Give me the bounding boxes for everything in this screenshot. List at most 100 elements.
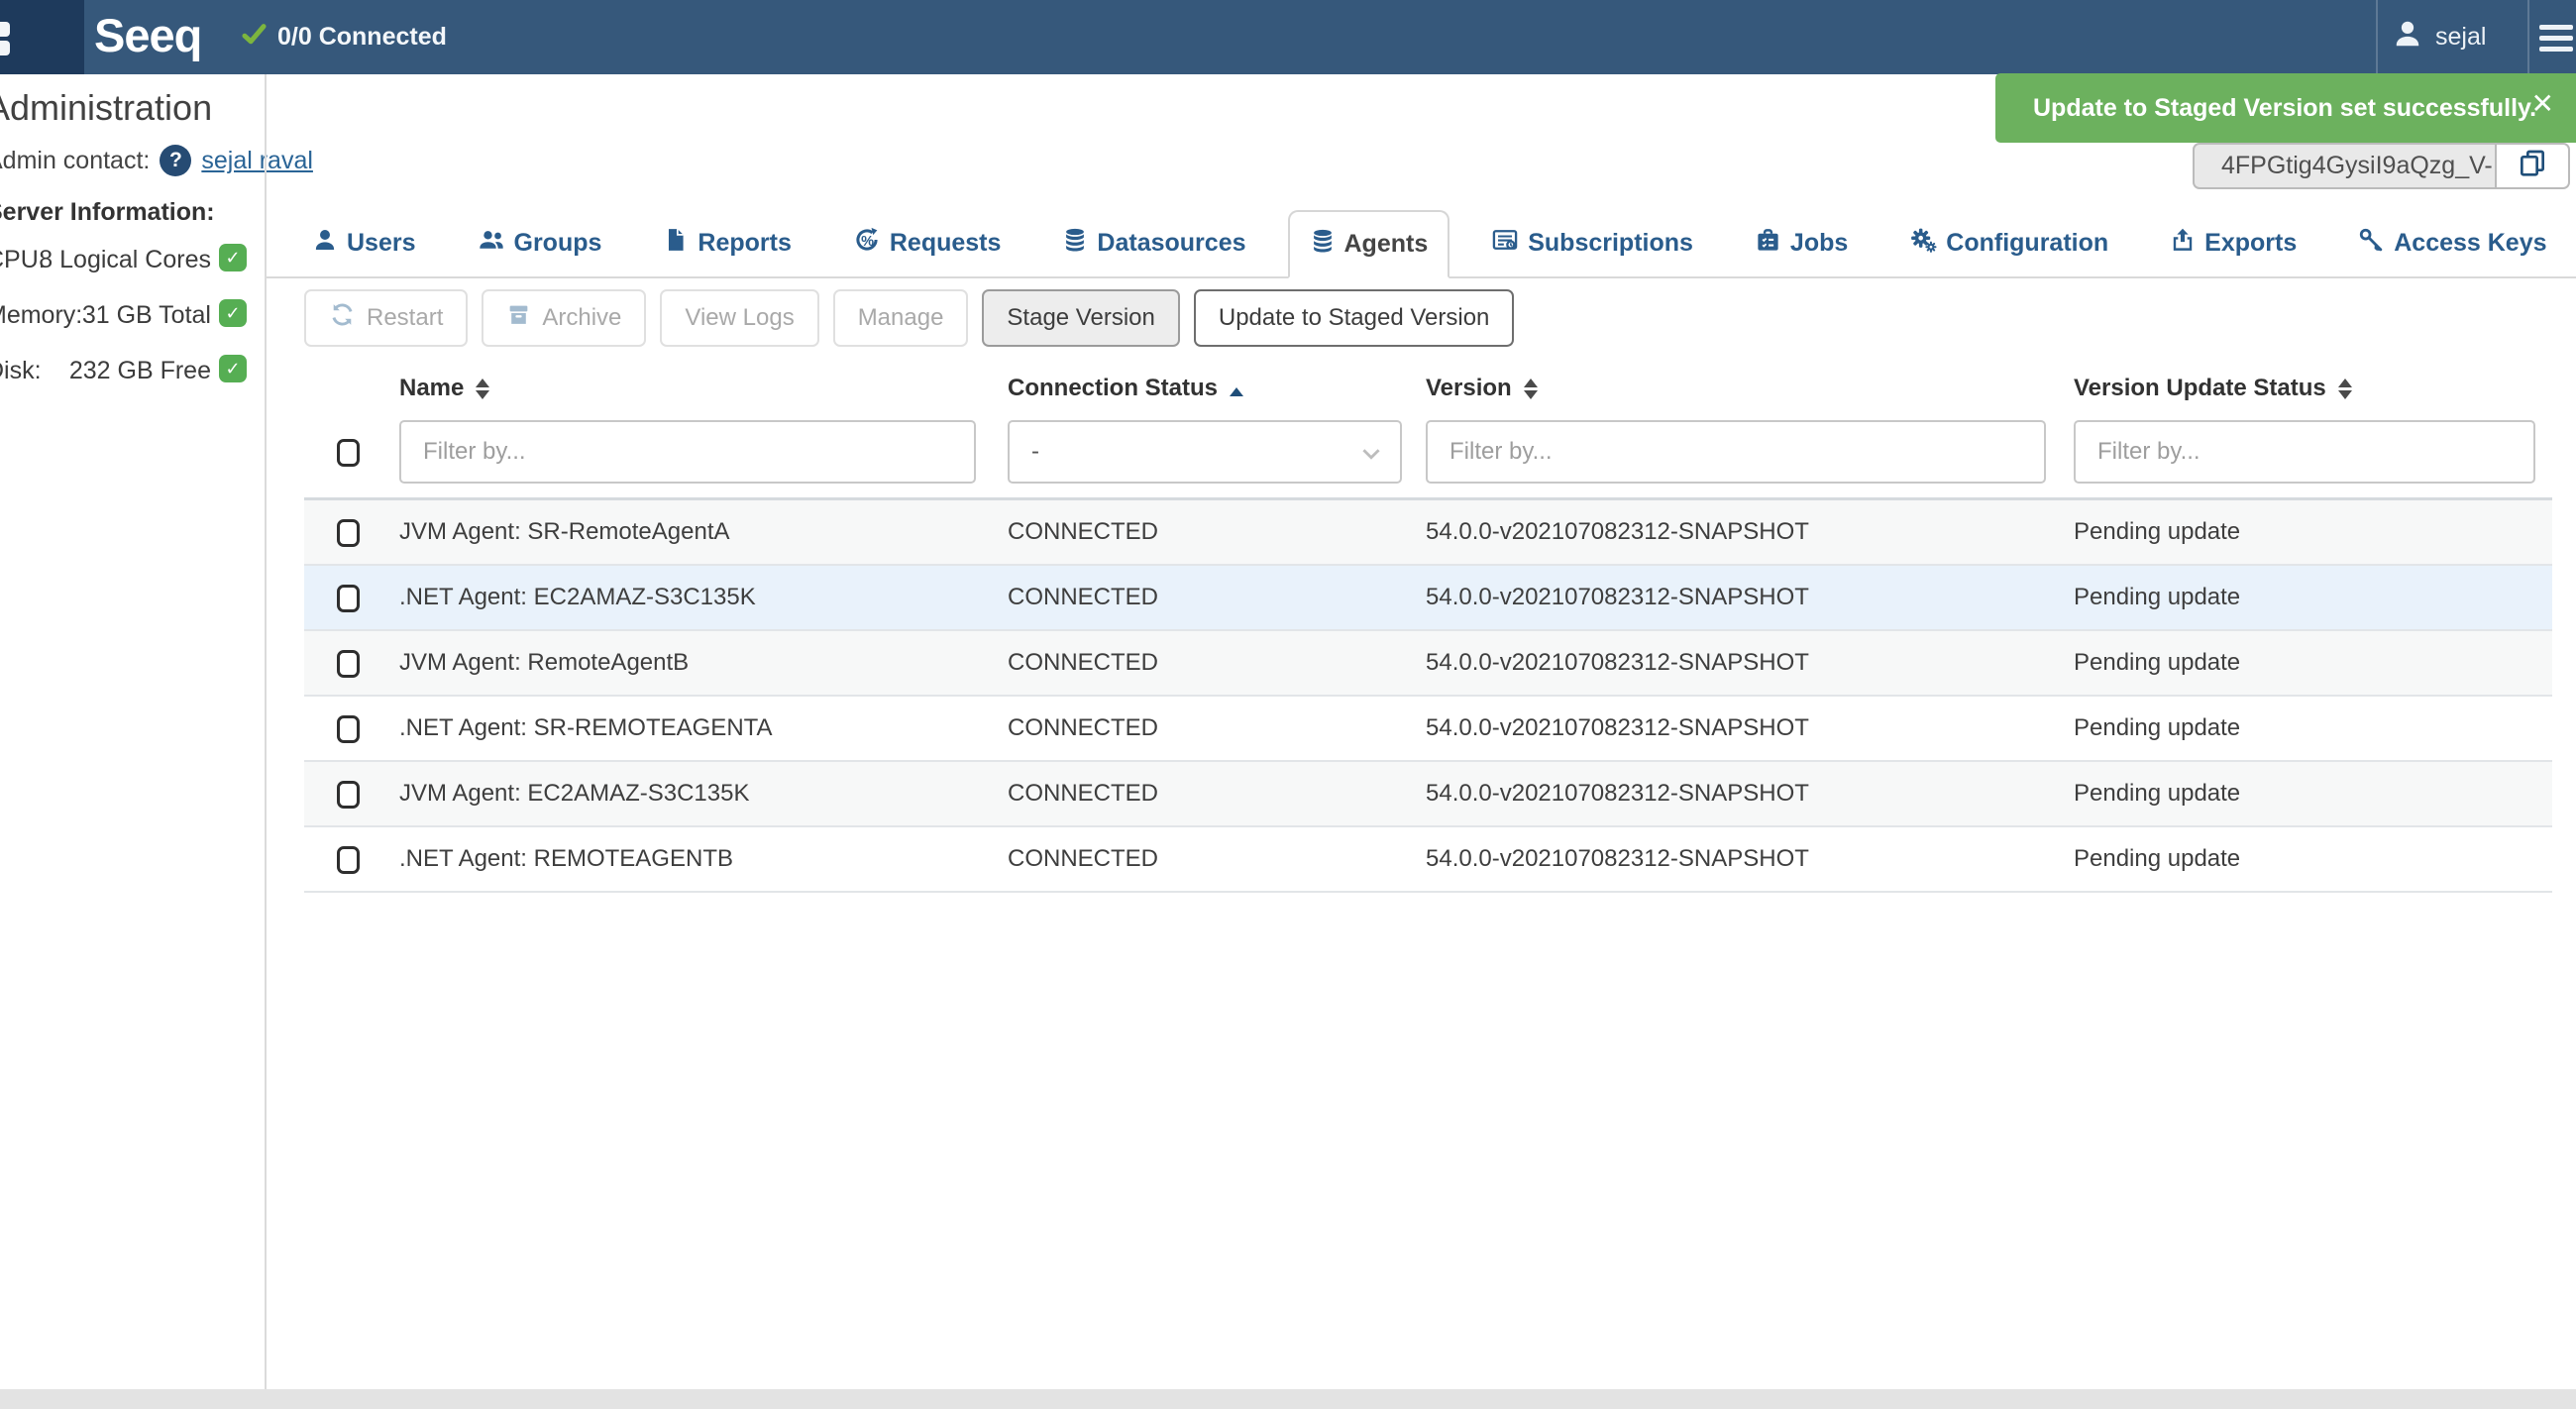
export-icon	[2170, 227, 2196, 260]
tab-datasources[interactable]: Datasources	[1042, 210, 1265, 276]
button-label: View Logs	[685, 304, 795, 331]
connection-status: CONNECTED	[1008, 780, 1159, 807]
tab-label: Subscriptions	[1528, 229, 1693, 257]
row-checkbox[interactable]	[337, 585, 360, 612]
tab-label: Requests	[889, 229, 1002, 257]
sort-icon	[1523, 379, 1538, 400]
tab-label: Users	[347, 229, 416, 257]
top-navbar: Seeq 0/0 Connected sejal	[0, 0, 2576, 74]
table-row[interactable]: JVM Agent: EC2AMAZ-S3C135K CONNECTED 54.…	[304, 762, 2552, 827]
table-body: JVM Agent: SR-RemoteAgentA CONNECTED 54.…	[304, 497, 2552, 893]
toast-message: Update to Staged Version set successfull…	[2033, 93, 2537, 122]
tab-subscriptions[interactable]: Subscriptions	[1471, 210, 1713, 276]
table-row[interactable]: JVM Agent: SR-RemoteAgentA CONNECTED 54.…	[304, 500, 2552, 566]
view-logs-button[interactable]: View Logs	[660, 289, 819, 347]
tab-groups[interactable]: Groups	[458, 210, 622, 276]
row-checkbox[interactable]	[337, 715, 360, 743]
tab-jobs[interactable]: Jobs	[1735, 210, 1868, 276]
copy-button[interactable]	[2495, 143, 2570, 189]
stat-label: CPU:	[0, 246, 46, 273]
header-label: Connection Status	[1008, 375, 1219, 401]
sort-icon	[2337, 379, 2352, 400]
column-header-connection-status[interactable]: Connection Status	[1008, 361, 1244, 402]
agent-name: JVM Agent: EC2AMAZ-S3C135K	[399, 780, 750, 807]
agent-version: 54.0.0-v202107082312-SNAPSHOT	[1426, 845, 1809, 872]
tab-exports[interactable]: Exports	[2150, 210, 2316, 276]
grid-icon	[0, 22, 10, 37]
agent-version: 54.0.0-v202107082312-SNAPSHOT	[1426, 649, 1809, 676]
manage-button[interactable]: Manage	[832, 289, 969, 347]
table-row[interactable]: JVM Agent: RemoteAgentB CONNECTED 54.0.0…	[304, 631, 2552, 697]
svg-text:%: %	[861, 234, 874, 250]
stat-label: Disk:	[0, 357, 42, 384]
button-label: Update to Staged Version	[1218, 304, 1490, 331]
tab-label: Jobs	[1789, 229, 1849, 257]
connected-label: 0/0 Connected	[277, 23, 447, 51]
column-header-version[interactable]: Version	[1426, 375, 1538, 402]
agent-version: 54.0.0-v202107082312-SNAPSHOT	[1426, 584, 1809, 610]
stage-version-button[interactable]: Stage Version	[982, 289, 1180, 347]
tab-label: Exports	[2204, 229, 2298, 257]
username-label: sejal	[2435, 23, 2487, 51]
table-row[interactable]: .NET Agent: EC2AMAZ-S3C135K CONNECTED 54…	[304, 566, 2552, 631]
server-stat-cpu: CPU: 8 Logical Cores ✓	[0, 244, 283, 275]
hamburger-menu-icon[interactable]	[2539, 18, 2573, 57]
select-value: -	[1031, 438, 1039, 465]
agent-name: JVM Agent: RemoteAgentB	[399, 649, 690, 676]
table-row[interactable]: .NET Agent: REMOTEAGENTB CONNECTED 54.0.…	[304, 827, 2552, 893]
database-icon	[1310, 228, 1336, 261]
version-update-status: Pending update	[2074, 714, 2241, 741]
table-row[interactable]: .NET Agent: SR-REMOTEAGENTA CONNECTED 54…	[304, 697, 2552, 762]
connection-status: CONNECTED	[1008, 518, 1159, 545]
admin-contact-row: Admin contact: ? sejal raval	[0, 145, 313, 176]
admin-contact-link[interactable]: sejal raval	[201, 146, 313, 174]
connection-status: CONNECTED	[1008, 584, 1159, 610]
grid-icon	[0, 41, 10, 55]
tab-label: Access Keys	[2394, 229, 2547, 257]
name-filter-input[interactable]	[399, 420, 976, 484]
version-update-status-filter-input[interactable]	[2074, 420, 2535, 484]
connection-status-filter-select[interactable]: -	[1008, 420, 1402, 484]
tab-configuration[interactable]: Configuration	[1889, 210, 2128, 276]
column-header-name[interactable]: Name	[399, 375, 490, 402]
button-label: Manage	[857, 304, 944, 331]
check-icon	[241, 21, 268, 54]
success-toast: Update to Staged Version set successfull…	[1995, 73, 2576, 143]
agent-version: 54.0.0-v202107082312-SNAPSHOT	[1426, 518, 1809, 545]
tab-access-keys[interactable]: Access Keys	[2338, 210, 2566, 276]
bottom-scrollbar-track[interactable]	[0, 1389, 2576, 1409]
sort-asc-icon	[1230, 361, 1244, 396]
agent-name: JVM Agent: SR-RemoteAgentA	[399, 518, 730, 545]
version-filter-input[interactable]	[1426, 420, 2046, 484]
stat-value: 232 GB Free	[68, 357, 211, 384]
question-icon[interactable]: ?	[160, 145, 192, 176]
agent-version: 54.0.0-v202107082312-SNAPSHOT	[1426, 714, 1809, 741]
user-icon	[312, 227, 338, 260]
tab-reports[interactable]: Reports	[643, 210, 810, 276]
token-input[interactable]	[2193, 143, 2495, 189]
tab-label: Groups	[513, 229, 602, 257]
check-badge-icon: ✓	[219, 244, 247, 271]
tab-label: Reports	[698, 229, 792, 257]
column-header-version-update-status[interactable]: Version Update Status	[2074, 375, 2352, 402]
row-checkbox[interactable]	[337, 781, 360, 809]
tab-users[interactable]: Users	[292, 210, 436, 276]
row-checkbox[interactable]	[337, 519, 360, 547]
datasource-connection-status[interactable]: 0/0 Connected	[241, 0, 447, 74]
row-checkbox[interactable]	[337, 846, 360, 874]
copy-icon	[2517, 148, 2548, 184]
navbar-divider	[2527, 0, 2529, 74]
update-to-staged-version-button[interactable]: Update to Staged Version	[1193, 289, 1515, 347]
app-grid-menu-button[interactable]	[0, 0, 84, 74]
server-info-title: Server Information:	[0, 198, 215, 226]
restart-button[interactable]: Restart	[304, 289, 469, 347]
archive-button[interactable]: Archive	[482, 289, 647, 347]
admin-sidebar: Administration Admin contact: ? sejal ra…	[0, 87, 313, 384]
tab-agents[interactable]: Agents	[1287, 210, 1450, 278]
toast-close-icon[interactable]: ✕	[2530, 88, 2554, 119]
tab-requests[interactable]: % Requests	[833, 210, 1021, 276]
requests-icon: %	[853, 226, 881, 261]
row-checkbox[interactable]	[337, 650, 360, 678]
select-all-checkbox[interactable]	[337, 439, 360, 467]
user-menu[interactable]: sejal	[2392, 0, 2486, 74]
